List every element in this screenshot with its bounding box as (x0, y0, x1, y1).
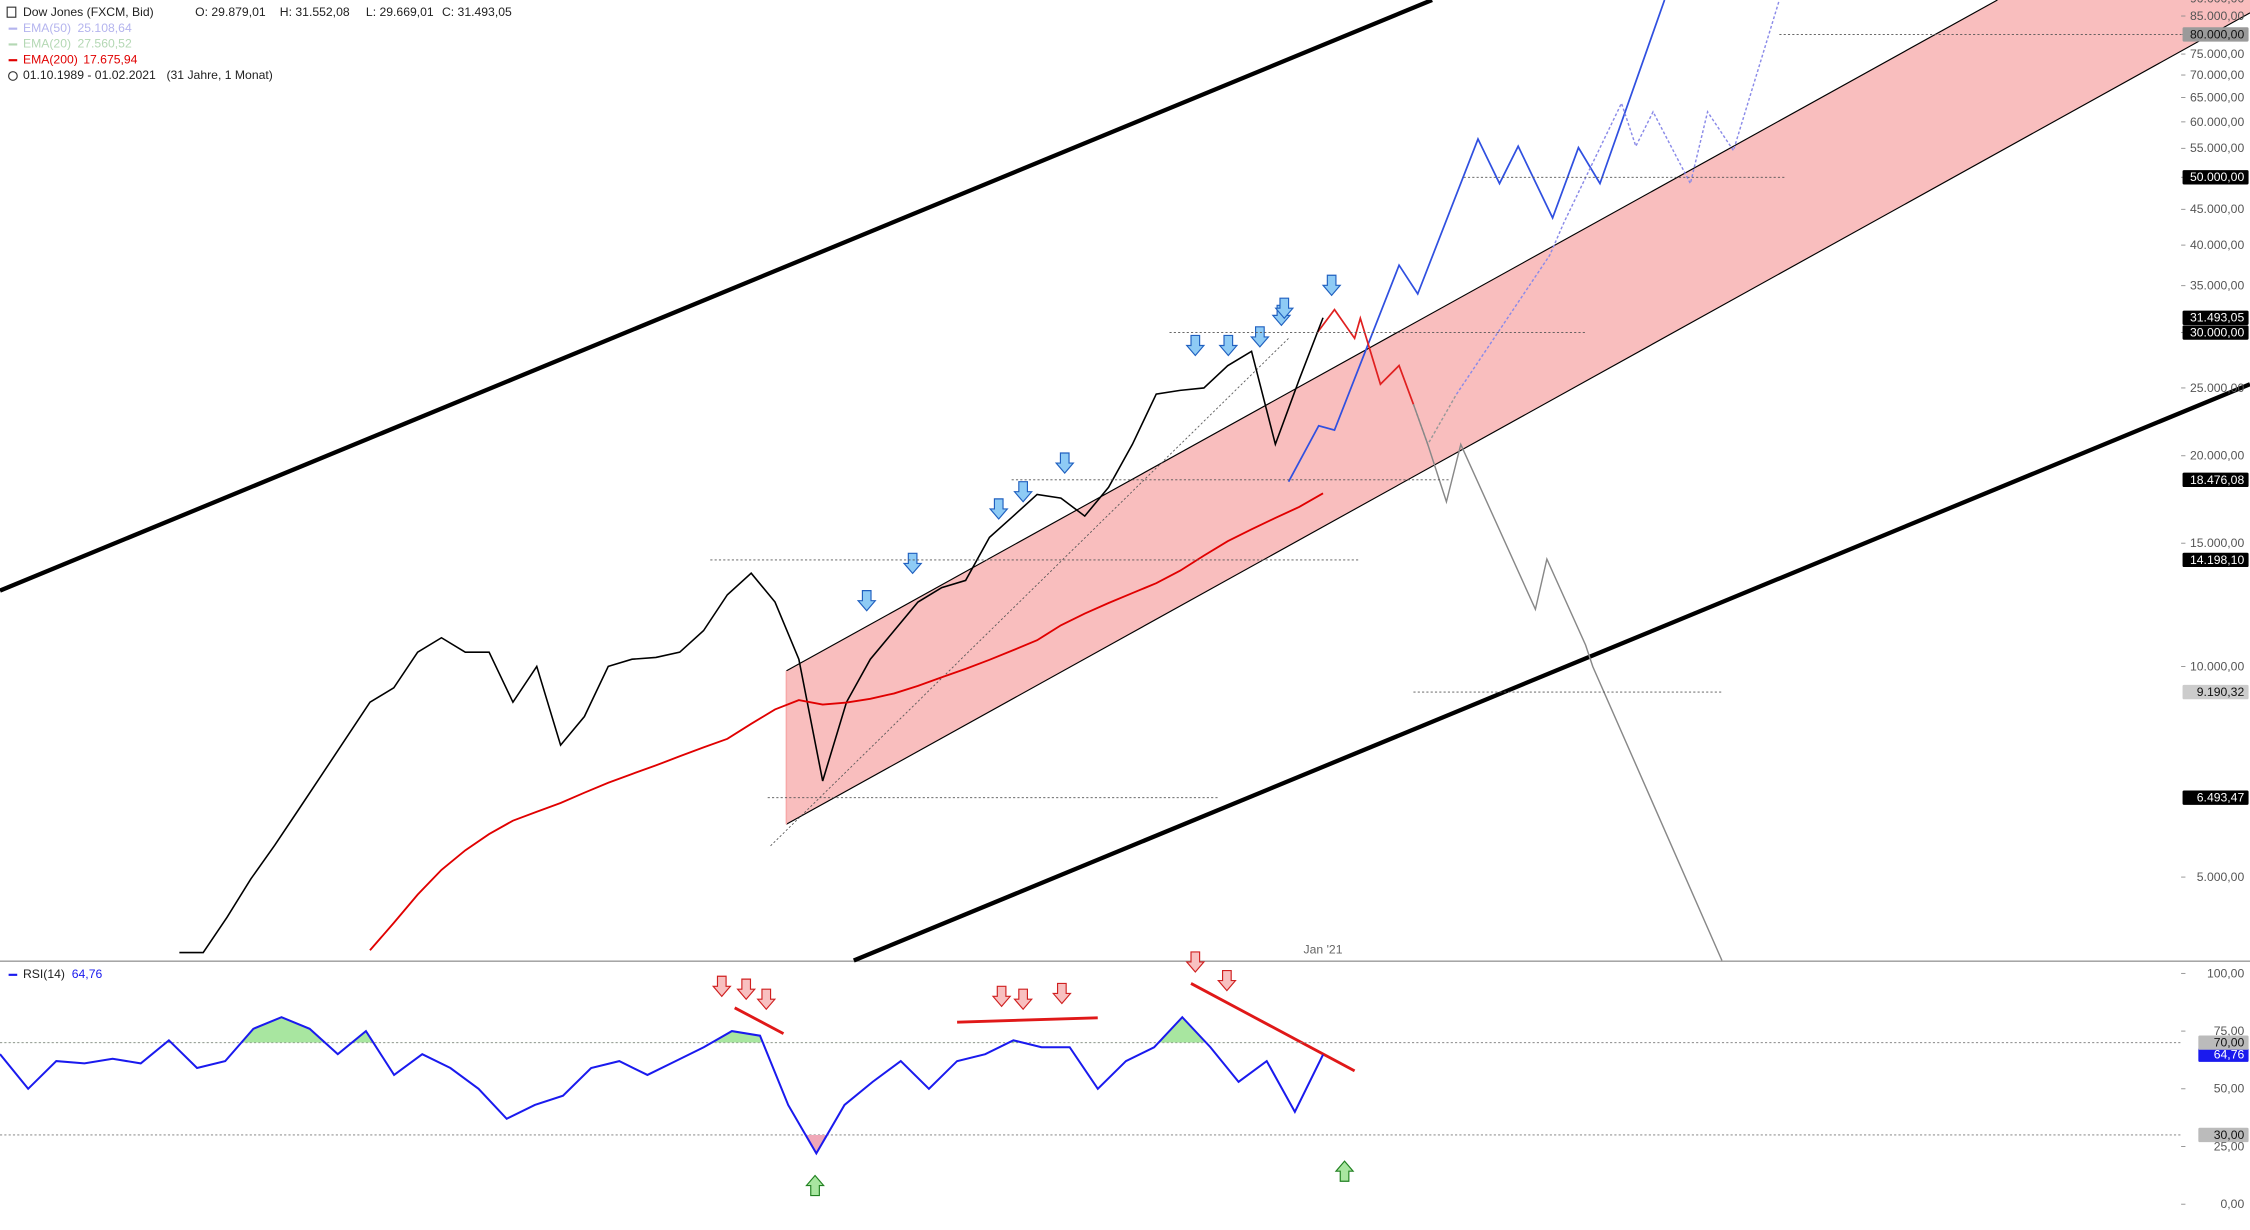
channel-lower (786, 12, 2250, 825)
price-tag (2198, 1047, 2249, 1062)
legend-value: 27.560,52 (77, 37, 131, 51)
legend-value: 17.675,94 (83, 52, 137, 66)
price-tag (2182, 790, 2249, 805)
price-tag (2182, 27, 2249, 42)
y-tick-label: 60.000,00 (2190, 115, 2244, 129)
y-tick-label: 35.000,00 (2190, 279, 2244, 293)
price-tag-label: 70,00 (2214, 1036, 2245, 1050)
price-tag-label: 9.190,32 (2197, 685, 2245, 699)
down-arrow (1274, 297, 1295, 320)
price-tag-label: 80.000,00 (2190, 27, 2244, 41)
down-arrow (902, 552, 923, 575)
legend-value: 25.108,64 (77, 21, 131, 35)
price-tag-label: 14.198,10 (2190, 553, 2244, 567)
y-tick-label: 5.000,00 (2197, 870, 2245, 884)
channel-fill (786, 0, 2250, 825)
y-tick-label: 90.000,00 (2190, 0, 2244, 6)
price-tag-label: 6.493,47 (2197, 791, 2245, 805)
y-tick-label: 70.000,00 (2190, 68, 2244, 82)
price-tag-label: 50.000,00 (2190, 170, 2244, 184)
clock-icon (8, 71, 18, 81)
y-tick-label: 40.000,00 (2190, 238, 2244, 252)
y-tick-label: 75.000,00 (2190, 47, 2244, 61)
rsi-divergence (957, 1016, 1098, 1024)
rsi-divergence (734, 1006, 785, 1035)
y-tick-label: 0,00 (2221, 1197, 2245, 1211)
annotations (0, 0, 2250, 1197)
price-tag (2182, 552, 2249, 568)
legend-value: 64,76 (72, 967, 103, 981)
down-arrow (756, 988, 777, 1011)
overbought-area (0, 1017, 1324, 1043)
down-arrow (1321, 274, 1342, 297)
price-tag-label: 30,00 (2214, 1128, 2245, 1142)
legend-name: EMA(20) (23, 37, 71, 51)
price-tag (2198, 1127, 2249, 1143)
long-channel-lower (852, 382, 2250, 963)
y-tick-label: 65.000,00 (2190, 90, 2244, 104)
y-tick-label: 20.000,00 (2190, 449, 2244, 463)
down-arrow (1185, 951, 1206, 973)
chart-title: Dow Jones (FXCM, Bid) (23, 5, 154, 19)
price-tag (2182, 170, 2249, 185)
oversold-area (805, 1134, 828, 1154)
down-arrow (736, 978, 757, 1001)
rsi-divergence (1190, 982, 1356, 1073)
down-arrow (856, 590, 877, 612)
down-arrow (1185, 334, 1206, 357)
legend-name: EMA(50) (23, 21, 71, 35)
x-tick-label: Jan '21 (1304, 943, 1343, 957)
ema-line (369, 492, 1324, 951)
down-arrow (1217, 969, 1237, 992)
y-tick-label: 25,00 (2214, 1139, 2245, 1153)
down-arrow (1250, 326, 1270, 348)
price-tag (2198, 1035, 2249, 1050)
trend-line (770, 338, 1289, 847)
ohlc-close: C: 31.493,05 (442, 5, 512, 19)
y-tick-label: 85.000,00 (2190, 9, 2244, 23)
y-tick-label: 10.000,00 (2190, 659, 2244, 673)
rsi-line (0, 1015, 1324, 1156)
y-tick-label: 45.000,00 (2190, 202, 2244, 216)
down-arrow (1013, 481, 1033, 503)
price-tag-label: 64,76 (2214, 1048, 2245, 1062)
up-arrow (805, 1174, 825, 1197)
y-tick-label: 100,00 (2207, 966, 2245, 980)
price-tag (2182, 684, 2249, 700)
long-channel-upper (0, 0, 1433, 593)
forecast-blue (1287, 0, 1666, 483)
ohlc-high: H: 31.552,08 (280, 5, 350, 19)
up-arrow (1334, 1160, 1355, 1182)
y-tick-label: 15.000,00 (2190, 536, 2244, 550)
ohlc-open: O: 29.879,01 (195, 5, 266, 19)
channel-upper (786, 0, 1998, 672)
rsi-title: RSI(14) (23, 967, 65, 981)
price-line (179, 317, 1324, 954)
down-arrow (711, 975, 732, 998)
down-arrow (988, 498, 1009, 520)
down-arrow (1218, 334, 1239, 357)
price-tag-label: 18.476,08 (2190, 473, 2244, 487)
legend-name: EMA(200) (23, 52, 78, 66)
y-tick-label: 75,00 (2214, 1024, 2245, 1038)
symbol-icon (6, 6, 17, 18)
down-arrow (1054, 452, 1075, 474)
price-tag (2182, 325, 2249, 340)
down-arrow (991, 985, 1012, 1008)
y-tick-label: 25.000,00 (2190, 381, 2244, 395)
price-tag-label: 31.493,05 (2190, 311, 2244, 325)
duration: (31 Jahre, 1 Monat) (166, 68, 272, 82)
ohlc-low: L: 29.669,01 (366, 5, 434, 19)
forecast-red (1316, 308, 1415, 405)
date-range: 01.10.1989 - 01.02.2021 (23, 68, 156, 82)
y-tick-label: 50,00 (2214, 1082, 2245, 1096)
price-tag (2182, 472, 2249, 488)
price-tag (2182, 310, 2249, 325)
forecast-grey (1412, 404, 1723, 961)
price-tag-label: 30.000,00 (2190, 325, 2244, 339)
y-tick-label: 55.000,00 (2190, 141, 2244, 155)
down-arrow (1052, 982, 1072, 1005)
down-arrow (1013, 988, 1033, 1011)
